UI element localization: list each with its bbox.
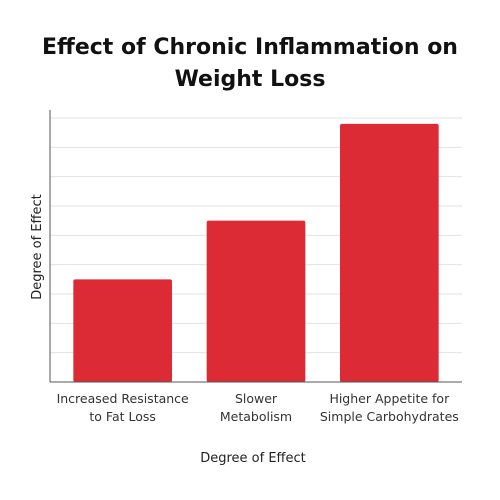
bars <box>73 123 439 382</box>
bar-2 <box>206 220 306 382</box>
chart-title: Effect of Chronic Inflammation on Weight… <box>42 35 458 92</box>
x-axis-label: Degree of Effect <box>200 451 306 466</box>
category-label-3: Higher Appetite for Simple Carbohydrates <box>320 391 459 424</box>
axes <box>49 110 462 383</box>
y-axis-label: Degree of Effect <box>30 194 45 300</box>
bar-3 <box>340 123 439 382</box>
bar-1 <box>73 279 172 382</box>
category-labels: Increased Resistance to Fat Loss Slower Met… <box>57 391 459 424</box>
category-label-2: Slower Metabolism <box>220 391 292 424</box>
category-label-1: Increased Resistance to Fat Loss <box>57 391 189 424</box>
